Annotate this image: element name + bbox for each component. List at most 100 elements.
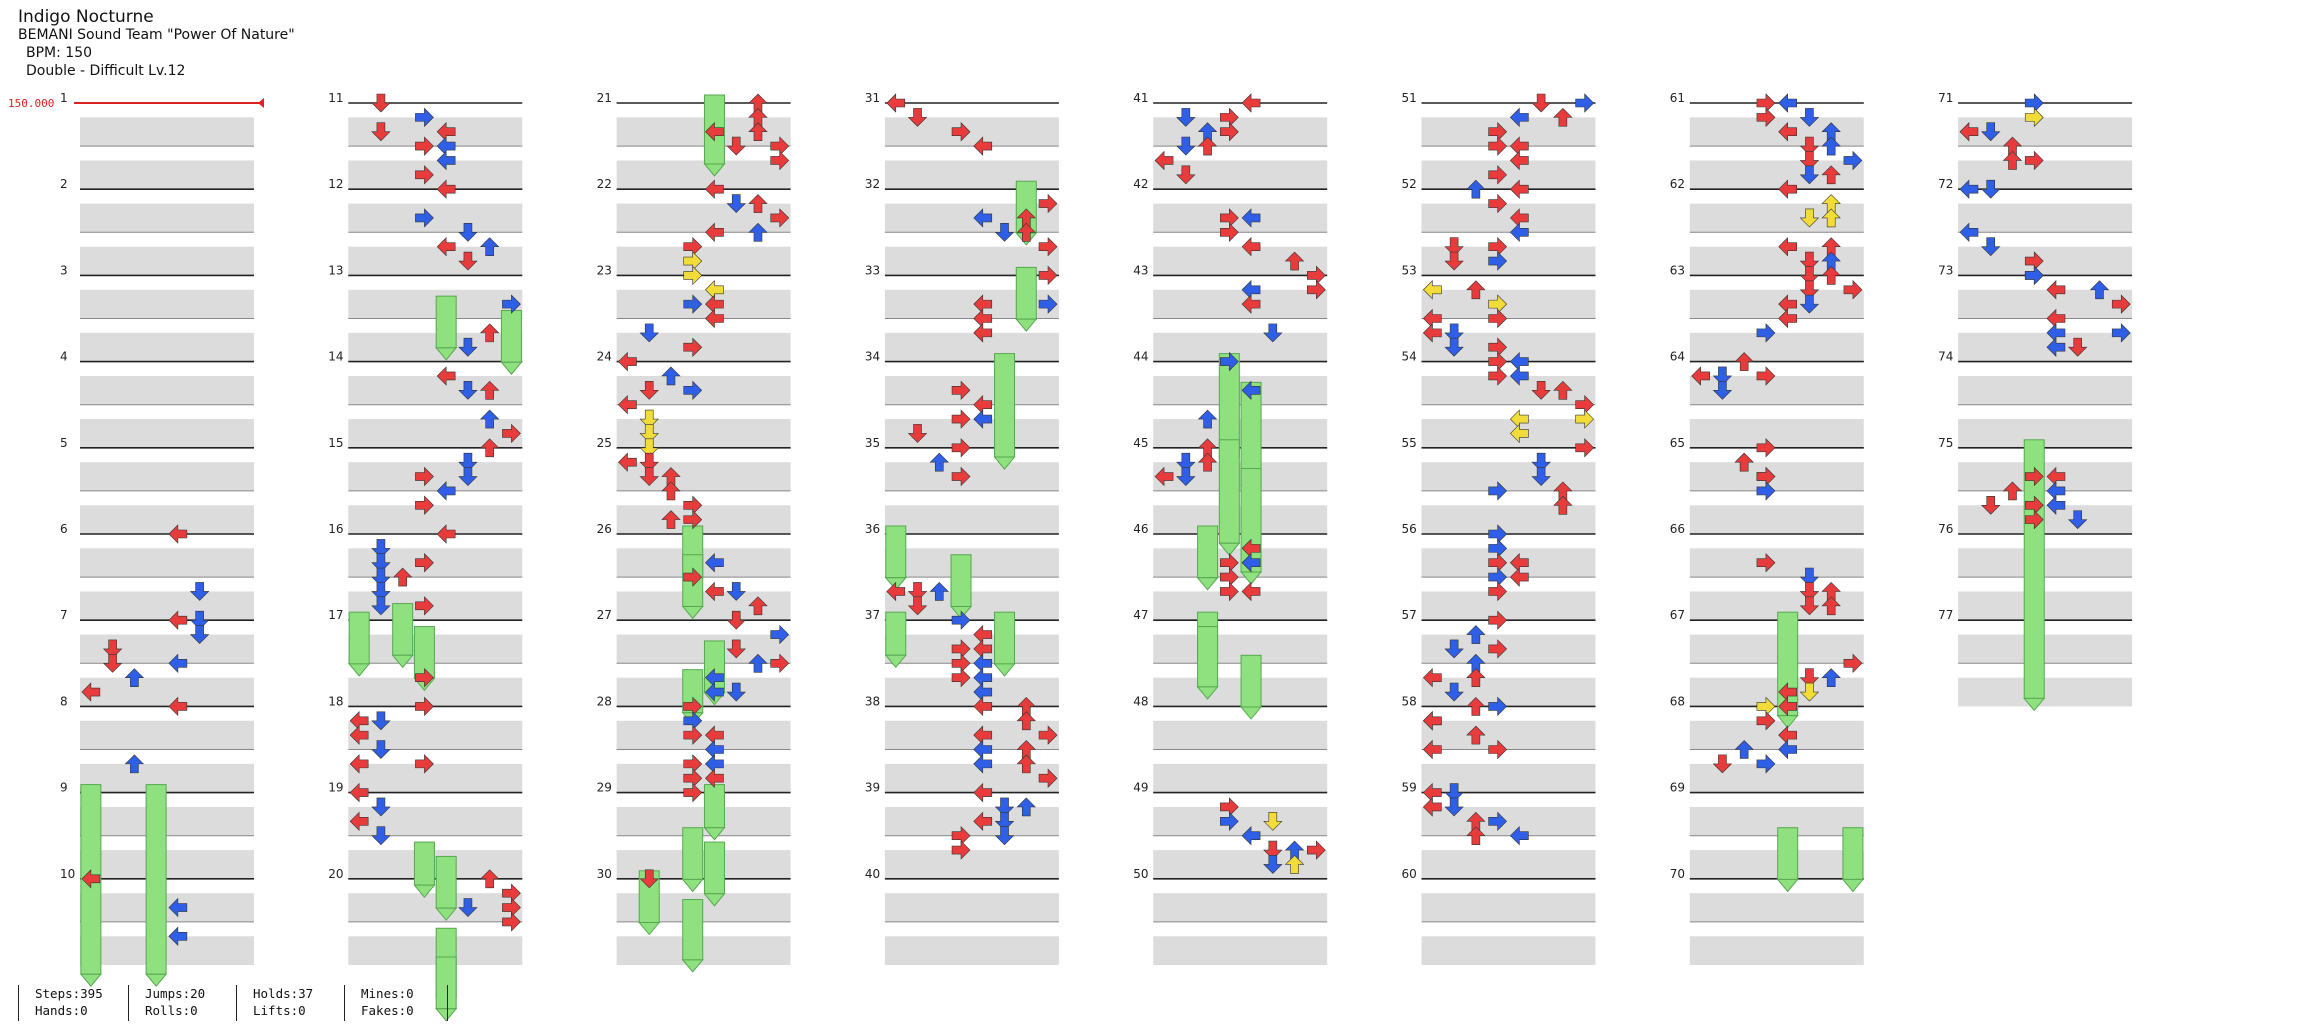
arrow-down-icon bbox=[907, 108, 928, 127]
arrow-right-icon bbox=[1220, 222, 1239, 243]
song-title: Indigo Nocturne bbox=[18, 7, 154, 27]
measure-number: 53 bbox=[1402, 263, 1417, 277]
arrow-left-icon bbox=[705, 553, 724, 573]
measure-band bbox=[80, 117, 254, 147]
arrow-right-icon bbox=[1038, 294, 1058, 314]
measure-number: 6 bbox=[60, 522, 68, 536]
arrow-down-icon bbox=[907, 596, 928, 616]
arrow-up-icon bbox=[479, 409, 500, 429]
measure-number: 42 bbox=[1133, 177, 1148, 191]
arrow-right-icon bbox=[502, 294, 521, 314]
measure-band bbox=[616, 806, 791, 836]
arrow-down-icon bbox=[1531, 452, 1551, 472]
measure-number: 52 bbox=[1402, 177, 1417, 191]
arrow-down-icon bbox=[1176, 136, 1196, 156]
measure-band bbox=[80, 246, 254, 276]
measure-band bbox=[1421, 505, 1596, 534]
measure-band bbox=[348, 419, 523, 448]
measure-band bbox=[1153, 893, 1328, 922]
measure-band bbox=[1689, 419, 1864, 448]
measure-number: 24 bbox=[597, 350, 612, 364]
arrow-right-icon bbox=[1575, 438, 1595, 458]
hold-tail bbox=[500, 361, 523, 376]
measure-number: 69 bbox=[1670, 781, 1685, 795]
arrow-down-icon bbox=[1799, 596, 1820, 616]
measure-number: 72 bbox=[1938, 177, 1953, 191]
stat-fakes: Fakes:0 bbox=[361, 1003, 414, 1018]
arrow-up-icon bbox=[479, 323, 500, 343]
arrow-down-icon bbox=[1799, 165, 1820, 185]
measure-band bbox=[884, 806, 1059, 836]
arrow-up-icon bbox=[479, 438, 500, 458]
measure-band bbox=[616, 548, 791, 578]
measure-number: 16 bbox=[328, 522, 343, 536]
arrow-up-icon bbox=[929, 452, 949, 472]
arrow-up-icon bbox=[748, 596, 768, 616]
measure-number: 34 bbox=[865, 350, 880, 364]
hold-body bbox=[1240, 654, 1262, 708]
arrow-down-icon bbox=[189, 582, 210, 601]
arrow-down-icon bbox=[1799, 208, 1820, 228]
arrow-left-icon bbox=[81, 682, 101, 702]
arrow-right-icon bbox=[1488, 811, 1508, 832]
arrow-down-icon bbox=[458, 251, 478, 271]
arrow-left-icon bbox=[1154, 150, 1174, 171]
arrow-right-icon bbox=[2024, 107, 2044, 128]
arrow-left-icon bbox=[1422, 797, 1442, 817]
bpm-flag bbox=[258, 98, 264, 108]
measure-number: 64 bbox=[1670, 350, 1685, 364]
arrow-down-icon bbox=[639, 467, 659, 486]
song-info: Indigo Nocturne BEMANI Sound Team "Power… bbox=[18, 8, 295, 80]
measure-band bbox=[80, 850, 254, 879]
arrow-right-icon bbox=[2111, 323, 2131, 343]
measure-number: 76 bbox=[1938, 522, 1953, 536]
arrow-down-icon bbox=[907, 424, 928, 443]
arrow-left-icon bbox=[705, 179, 724, 199]
arrow-down-icon bbox=[371, 711, 391, 731]
hold-tail bbox=[703, 827, 726, 841]
hold-tail bbox=[1841, 878, 1864, 893]
measure-number: 44 bbox=[1133, 350, 1148, 364]
hold-body bbox=[1197, 525, 1219, 579]
arrow-down-icon bbox=[2068, 337, 2088, 357]
arrow-right-icon bbox=[951, 380, 971, 401]
measure-number: 10 bbox=[60, 867, 75, 881]
arrow-left-icon bbox=[1422, 280, 1442, 300]
arrow-up-icon bbox=[1466, 826, 1486, 846]
arrow-right-icon bbox=[1488, 739, 1508, 760]
arrow-right-icon bbox=[415, 495, 434, 515]
measure-number: 70 bbox=[1670, 867, 1685, 881]
measure-number: 65 bbox=[1670, 436, 1685, 450]
measure-band bbox=[80, 419, 254, 448]
arrow-up-icon bbox=[2089, 280, 2110, 300]
arrow-down-icon bbox=[371, 93, 391, 113]
measure-band bbox=[1153, 591, 1328, 621]
measure-band bbox=[1958, 548, 2133, 578]
hold-tail bbox=[638, 922, 661, 936]
arrow-up-icon bbox=[1466, 668, 1486, 687]
measure-number: 39 bbox=[865, 781, 880, 795]
measure-band bbox=[616, 634, 791, 664]
arrow-right-icon bbox=[1488, 165, 1508, 185]
measure-band bbox=[884, 720, 1059, 750]
measure-band bbox=[1153, 763, 1328, 793]
measure-band bbox=[80, 548, 254, 578]
arrow-down-icon bbox=[1444, 797, 1464, 817]
arrow-down-icon bbox=[371, 553, 391, 573]
arrow-right-icon bbox=[1575, 409, 1595, 429]
arrow-right-icon bbox=[1843, 653, 1863, 674]
arrow-up-icon bbox=[1016, 754, 1036, 774]
arrow-left-icon bbox=[973, 323, 993, 343]
stats-col-mines: Mines:0 Fakes:0 bbox=[344, 985, 448, 1021]
measure-band bbox=[1958, 332, 2133, 362]
measure-number: 20 bbox=[328, 867, 343, 881]
arrow-down-icon bbox=[639, 409, 659, 429]
arrow-down-icon bbox=[1799, 136, 1820, 156]
measure-band bbox=[1421, 763, 1596, 793]
measure-number: 8 bbox=[60, 694, 68, 708]
arrow-up-icon bbox=[1466, 179, 1486, 199]
arrow-left-icon bbox=[168, 897, 188, 918]
arrow-left-icon bbox=[1509, 179, 1529, 199]
measure-band bbox=[884, 462, 1059, 491]
measure-number: 61 bbox=[1670, 91, 1685, 105]
